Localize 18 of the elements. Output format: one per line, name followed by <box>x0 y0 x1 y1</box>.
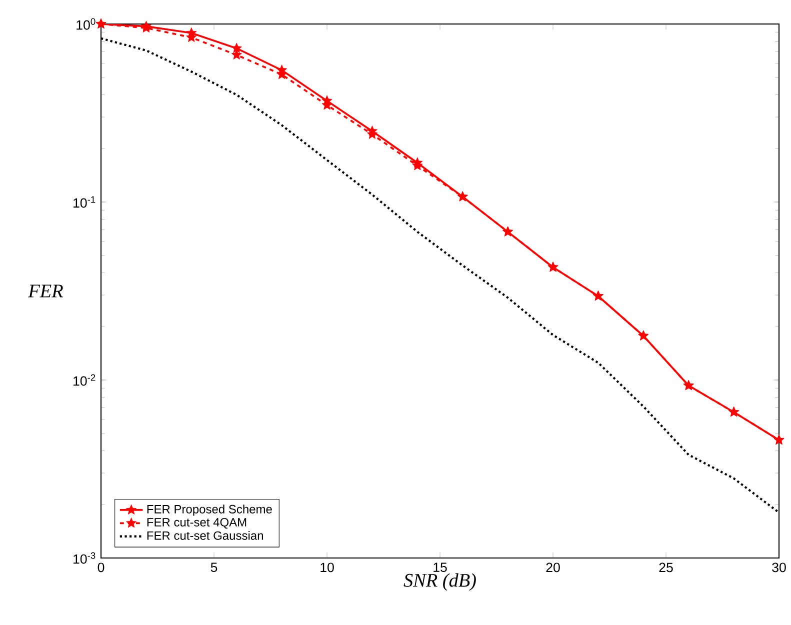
legend-label: FER cut-set Gaussian <box>147 531 263 540</box>
legend-label: FER cut-set 4QAM <box>147 518 246 529</box>
x-tick-label: 25 <box>659 562 673 572</box>
x-axis-title: SNR (dB) <box>404 573 476 591</box>
x-tick-label: 15 <box>434 562 447 572</box>
legend-label: FER Proposed Scheme <box>147 504 272 516</box>
x-tick-label: 5 <box>210 562 218 572</box>
y-axis-title: FER <box>28 284 64 298</box>
x-tick-label: 0 <box>98 562 104 572</box>
x-tick-label: 10 <box>320 562 334 572</box>
y-tick-label: 10$^{0}$ <box>76 18 96 30</box>
y-tick-label: 10$^{-1}$ <box>74 196 96 208</box>
x-tick-label: 20 <box>546 562 560 572</box>
y-tick-label: 10$^{-3}$ <box>74 552 96 564</box>
x-tick-label: 30 <box>772 562 786 572</box>
point <box>231 49 242 60</box>
y-tick-label: 10$^{-2}$ <box>74 374 96 386</box>
point <box>231 42 242 53</box>
